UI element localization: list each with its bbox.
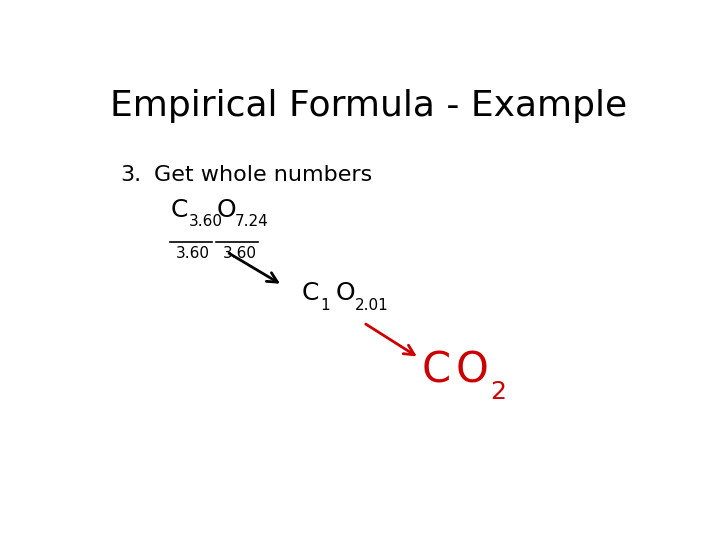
Text: Empirical Formula - Example: Empirical Formula - Example [110,90,628,123]
Text: 1: 1 [320,298,330,313]
Text: O: O [336,281,355,305]
Text: 2.01: 2.01 [355,298,389,313]
Text: 3.60: 3.60 [189,214,222,229]
Text: 3.: 3. [121,165,142,185]
Text: 3.60: 3.60 [222,246,257,261]
Text: 3.60: 3.60 [176,246,210,261]
Text: C: C [302,281,320,305]
Text: 2: 2 [490,380,506,404]
Text: C: C [171,198,189,221]
Text: O: O [217,198,236,221]
Text: Get whole numbers: Get whole numbers [154,165,372,185]
Text: C: C [422,350,451,392]
Text: O: O [456,350,488,392]
Text: 7.24: 7.24 [235,214,269,229]
